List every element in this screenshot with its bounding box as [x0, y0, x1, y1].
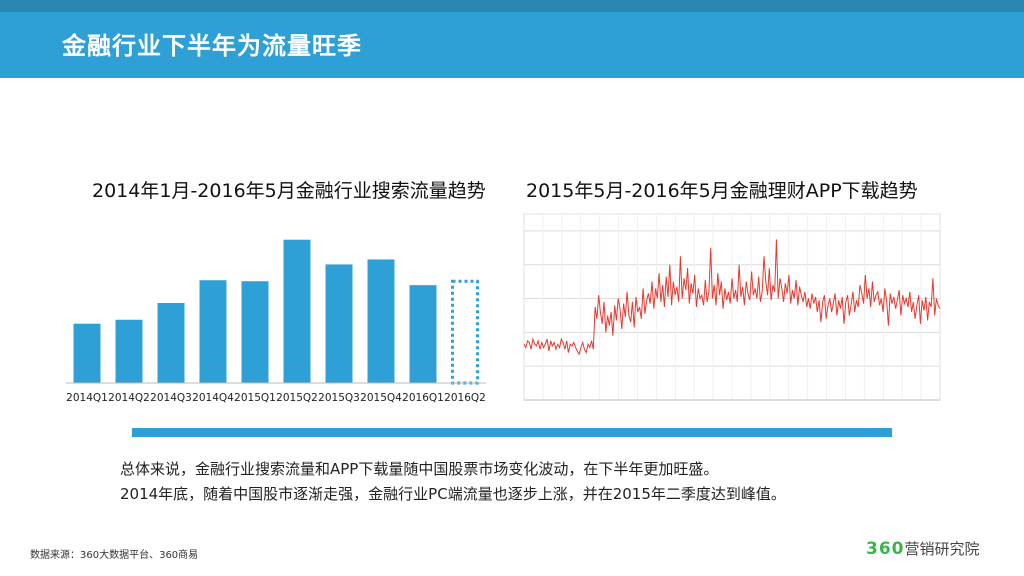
x-tick-label: 2015Q2 [276, 392, 318, 404]
title-bar [0, 12, 1024, 78]
logo-number: 360 [866, 539, 905, 559]
data-source-note: 数据来源：360大数据平台、360商易 [30, 550, 199, 561]
summary-line-1: 总体来说，金融行业搜索流量和APP下载量随中国股票市场变化波动，在下半年更加旺盛… [120, 460, 719, 478]
x-tick-label: 2014Q1 [66, 392, 108, 404]
x-tick-label: 2015Q4 [360, 392, 402, 404]
bar-2015Q1 [241, 281, 269, 383]
brand-logo: 360营销研究院 [866, 538, 980, 559]
bar-2015Q4 [367, 259, 395, 383]
section-divider [132, 428, 892, 437]
bar-2015Q2 [283, 239, 311, 383]
bar-2014Q4 [199, 280, 227, 383]
logo-text: 营销研究院 [904, 540, 980, 558]
bar-2014Q3 [157, 302, 185, 383]
x-tick-label: 2014Q3 [150, 392, 192, 404]
x-tick-label: 2015Q1 [234, 392, 276, 404]
bar-2016Q1 [409, 285, 437, 383]
app-download-line-chart [523, 213, 941, 401]
bar-2014Q2 [115, 319, 143, 383]
download-series-line [523, 239, 941, 356]
x-tick-label: 2014Q2 [108, 392, 150, 404]
bar-chart-title: 2014年1月-2016年5月金融行业搜索流量趋势 [92, 180, 486, 202]
summary-line-2: 2014年底，随着中国股市逐渐走强，金融行业PC端流量也逐步上涨，并在2015年… [120, 485, 786, 503]
x-tick-label: 2016Q2 [444, 392, 486, 404]
x-tick-label: 2014Q4 [192, 392, 234, 404]
bar-2016Q2 [451, 279, 479, 385]
bar-2014Q1 [73, 323, 101, 383]
page-title: 金融行业下半年为流量旺季 [62, 32, 362, 60]
search-traffic-bar-chart: 2014Q1 2014Q2 2014Q3 2014Q4 2015Q1 2015Q2 2015… [66, 239, 486, 404]
top-accent-bar [0, 0, 1024, 12]
x-tick-label: 2016Q1 [402, 392, 444, 404]
line-chart-title: 2015年5月-2016年5月金融理财APP下载趋势 [526, 180, 918, 202]
x-tick-label: 2015Q3 [318, 392, 360, 404]
bar-2015Q3 [325, 264, 353, 383]
